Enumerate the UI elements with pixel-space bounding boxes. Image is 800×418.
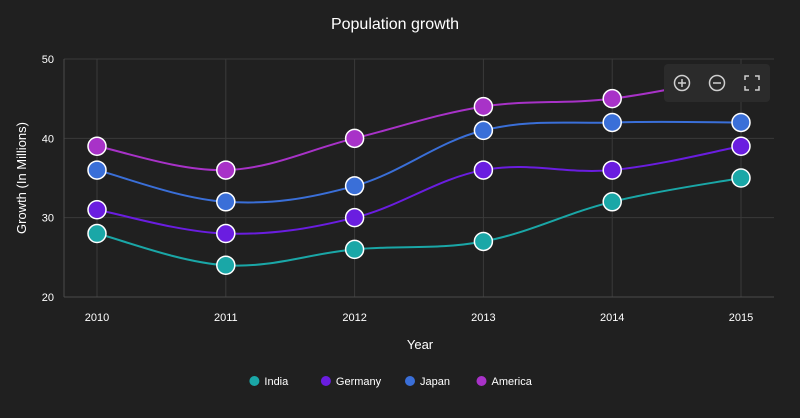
chart-toolbar: [664, 64, 770, 102]
legend-label-india[interactable]: India: [264, 376, 289, 388]
zoom-out-icon: [708, 74, 726, 92]
legend-marker-india[interactable]: [249, 376, 260, 386]
data-point-america[interactable]: [216, 160, 236, 180]
data-point-germany[interactable]: [473, 160, 494, 180]
data-point-japan[interactable]: [216, 192, 236, 212]
data-point-india[interactable]: [731, 168, 751, 188]
y-axis-label: Growth (In Millions): [14, 122, 29, 234]
data-point-germany[interactable]: [87, 199, 107, 220]
legend-label-germany[interactable]: Germany: [336, 376, 382, 388]
data-point-america[interactable]: [344, 128, 365, 149]
data-point-india[interactable]: [473, 231, 494, 252]
x-tick-label: 2012: [342, 312, 366, 324]
legend-marker-germany[interactable]: [320, 376, 331, 386]
y-axis-ticks: 20 30 40 50: [42, 54, 54, 304]
legend-label-japan[interactable]: Japan: [420, 376, 450, 388]
x-tick-label: 2010: [85, 312, 109, 324]
data-point-india[interactable]: [344, 239, 365, 260]
series-line-india: [96, 177, 742, 267]
data-point-germany[interactable]: [216, 223, 236, 244]
data-point-germany[interactable]: [344, 207, 365, 228]
series-lines: [96, 73, 742, 267]
data-point-germany[interactable]: [602, 160, 622, 180]
series-line-japan: [96, 120, 742, 204]
data-point-japan[interactable]: [731, 112, 751, 133]
legend-marker-america[interactable]: [476, 376, 487, 386]
x-axis-ticks: 2010 2011 2012 2013 2014 2015: [85, 312, 753, 324]
data-point-america[interactable]: [87, 136, 107, 157]
data-point-japan[interactable]: [87, 160, 107, 180]
chart-title: Population growth: [331, 16, 459, 33]
x-axis-label: Year: [407, 337, 434, 352]
data-point-india[interactable]: [216, 255, 236, 276]
data-point-india[interactable]: [602, 192, 622, 212]
y-tick-label: 30: [42, 213, 54, 225]
legend-marker-japan[interactable]: [405, 376, 415, 386]
x-tick-label: 2015: [729, 312, 753, 324]
series-line-america: [96, 73, 742, 172]
series-points: [87, 65, 751, 276]
data-point-america[interactable]: [602, 88, 622, 109]
series-line-germany: [96, 145, 742, 235]
data-point-japan[interactable]: [344, 176, 365, 196]
legend-label-america[interactable]: America: [492, 376, 533, 388]
x-tick-label: 2011: [214, 312, 238, 324]
data-point-india[interactable]: [87, 223, 107, 244]
y-tick-label: 20: [42, 292, 54, 304]
zoom-out-button[interactable]: [706, 72, 728, 94]
zoom-in-button[interactable]: [671, 72, 693, 94]
zoom-in-icon: [673, 74, 690, 92]
y-tick-label: 40: [42, 133, 54, 145]
data-point-america[interactable]: [473, 96, 494, 117]
x-tick-label: 2014: [600, 312, 624, 324]
fullscreen-icon: [744, 75, 761, 91]
reset-zoom-button[interactable]: [741, 72, 763, 94]
legend: India Germany Japan America: [249, 376, 533, 388]
data-point-germany[interactable]: [731, 136, 751, 157]
data-point-japan[interactable]: [473, 120, 494, 141]
x-tick-label: 2013: [471, 312, 495, 324]
y-tick-label: 50: [42, 54, 54, 66]
data-point-japan[interactable]: [602, 112, 622, 133]
